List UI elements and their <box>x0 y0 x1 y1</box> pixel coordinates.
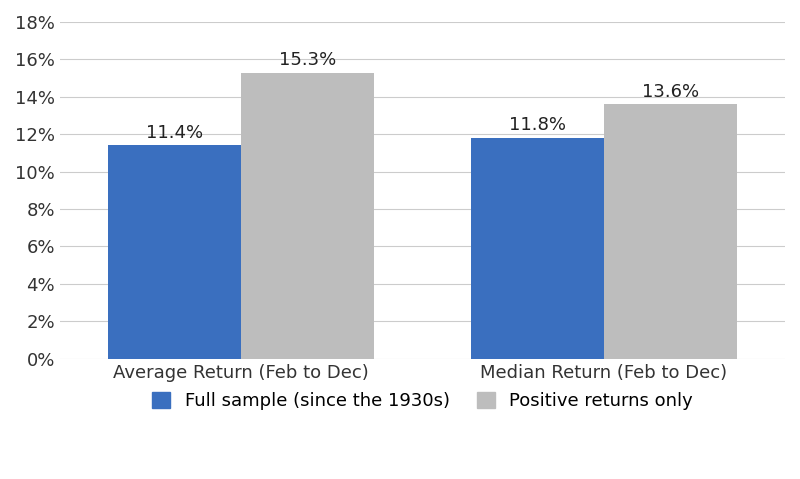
Bar <box>470 138 604 359</box>
Text: 11.4%: 11.4% <box>146 124 203 142</box>
Bar <box>108 146 241 359</box>
Text: 15.3%: 15.3% <box>279 51 336 69</box>
Bar <box>604 104 737 359</box>
Text: 11.8%: 11.8% <box>509 116 566 134</box>
Bar <box>241 72 374 359</box>
Text: 13.6%: 13.6% <box>642 82 698 101</box>
Legend: Full sample (since the 1930s), Positive returns only: Full sample (since the 1930s), Positive … <box>152 392 693 411</box>
